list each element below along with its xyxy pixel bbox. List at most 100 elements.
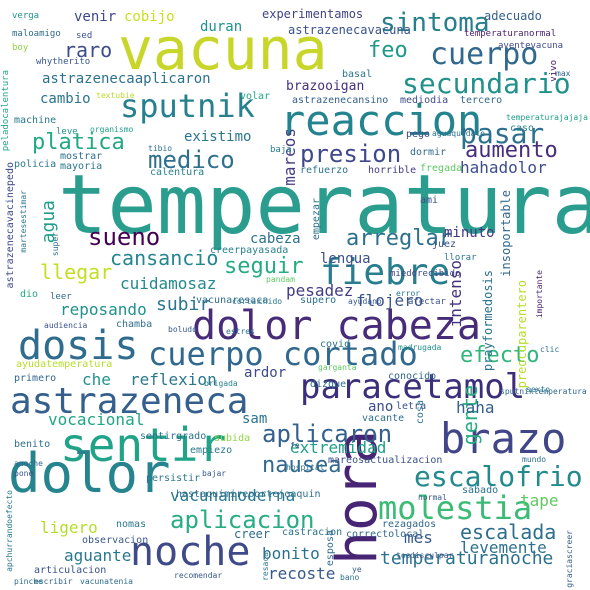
word-mes: mes (404, 528, 433, 547)
word-benito: benito (14, 439, 51, 450)
word-escribir: escribir (34, 577, 73, 586)
word-cuidamosaz: cuidamosaz (120, 274, 217, 293)
word-refuerzo: refuerzo (300, 165, 349, 176)
word-temperaturanormal: temperaturanormal (464, 29, 557, 39)
word-creer: creer (234, 527, 271, 541)
word-creerpayasada: creerpayasada (210, 245, 289, 256)
word-astrazeneca: astrazeneca (10, 381, 249, 422)
word-escalada: escalada (460, 520, 557, 544)
word-pone: pone (14, 469, 34, 478)
word-max: max (556, 69, 571, 78)
word-arreglar: arreglar (346, 226, 452, 251)
word-mediodia: mediodia (400, 95, 449, 106)
word-boludo: boludo (168, 325, 197, 334)
word-cosa: cosa (415, 400, 426, 425)
word-mareosactualizacion: mareosactualizacion (328, 455, 443, 466)
word-supero: supero (300, 295, 337, 306)
word-dio: dio (20, 289, 39, 300)
word-sam: sam (242, 411, 268, 427)
word-brazooigan: brazooigan (286, 79, 365, 94)
word-sentirgrado: sentirgrado (140, 431, 207, 442)
word-vacante: vacante (362, 413, 405, 424)
word-boy: boy (12, 43, 29, 53)
word-cobijo: cobijo (124, 9, 175, 25)
word-cansancio: cansancio (110, 246, 219, 270)
word-bonito: bonito (262, 544, 320, 563)
word-super: super (51, 232, 60, 257)
word-baja: baja (270, 145, 292, 155)
word-tibio: tibio (148, 144, 173, 153)
word-ano: ano (368, 399, 394, 415)
word-bano: bano (340, 573, 360, 582)
word-feo: feo (368, 38, 408, 63)
word-letra: letra (396, 401, 427, 412)
word-caso: caso (510, 123, 535, 134)
word-sentir: sentir (60, 418, 227, 472)
word-llorar: llorar (444, 253, 477, 263)
word-apchurrandoefecto: apchurrandoefecto (5, 490, 14, 572)
word-duran: duran (200, 19, 243, 35)
word-garganta: garganta (318, 363, 357, 372)
word-estres: estres (226, 327, 255, 336)
word-paracetamol: paracetamol (300, 367, 526, 407)
word-sed: sed (76, 31, 93, 41)
word-mareos: mareos (280, 128, 299, 186)
word-temperaturajajaja: temperaturajajaja (506, 113, 588, 122)
word-vacunatenia: vacunatenia (80, 577, 133, 586)
word-ligero: ligero (40, 518, 98, 537)
word-raro: raro (64, 38, 113, 62)
word-castracion: castracion (282, 527, 343, 538)
word-temperaturanoche: temperaturanoche (380, 548, 554, 569)
word-conocido: conocido (388, 371, 437, 382)
word-dolor: dolor (8, 442, 171, 505)
word-anoche: anoche (14, 459, 43, 468)
word-reaccion: reaccion (280, 96, 483, 145)
word-astrazenecavacinepedo: astrazenecavacinepedo (5, 162, 16, 289)
word-astrazenecansino: astrazenecansino (292, 95, 389, 106)
word-articulacion: articulacion (34, 565, 107, 576)
word-ye: ye (352, 565, 362, 574)
word-hospital: hospital (286, 463, 325, 472)
word-afectar: afectar (408, 297, 446, 307)
word-aplicaron: aplicaron (262, 420, 393, 448)
word-horrible: horrible (368, 165, 417, 176)
word-policia: policia (14, 159, 57, 170)
word-aplicacion: aplicacion (170, 506, 315, 534)
word-calentura: calentura (150, 167, 205, 178)
word-observacion: observacion (82, 535, 149, 546)
word-fiebre: fiebre (320, 252, 451, 293)
word-platica: platica (32, 130, 125, 155)
word-minuto: minuto (444, 225, 495, 241)
word-levemente: levemente (460, 538, 547, 557)
word-pandam: pandam (266, 275, 295, 284)
word-importante: importante (535, 270, 544, 319)
word-persistir: persistir (146, 473, 201, 484)
word-noche: noche (130, 529, 251, 575)
word-molestia: molestia (378, 489, 533, 527)
word-secundario: secundario (402, 67, 571, 100)
word-empezar: empezar (311, 198, 322, 241)
word-juez: juez (432, 239, 457, 250)
word-nomas: nomas (116, 519, 147, 530)
word-cabeza: cabeza (250, 231, 301, 247)
word-whytherito: whytherito (36, 57, 91, 67)
word-leer: leer (50, 292, 72, 302)
word-textubie: textubie (96, 91, 135, 100)
word-sputniktemperatura: sputniktemperatura (500, 387, 587, 396)
word-subir: subir (156, 294, 211, 315)
word-volar: volar (240, 91, 271, 102)
word-fe: fe (290, 441, 300, 450)
word-mayoria: mayoria (60, 161, 103, 172)
word-mundo: mundo (522, 455, 547, 464)
word-adecuado: adecuado (484, 9, 542, 23)
word-presion: presion (300, 140, 402, 168)
word-reflexion: reflexion (130, 370, 217, 389)
word-vacunamoderna: vacunamoderna (170, 486, 296, 505)
word-pinche: pinche (14, 577, 43, 586)
word-dolor-cabeza: dolor cabeza (192, 303, 481, 349)
word-vacuna: vacuna (118, 15, 328, 83)
word-aguante: aguante (64, 546, 132, 565)
word-chido: chido (258, 297, 283, 306)
word-efecto: efecto (460, 343, 540, 368)
